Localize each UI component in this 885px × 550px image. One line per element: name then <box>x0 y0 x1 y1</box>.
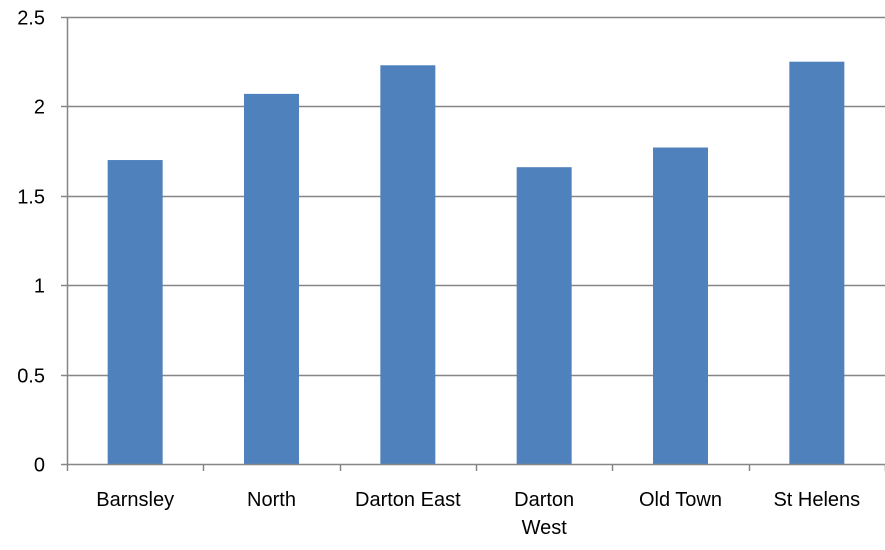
bar-barnsley <box>107 160 163 465</box>
y-tick-label: 2.5 <box>17 8 45 30</box>
y-tick-label: 1 <box>34 276 45 298</box>
bar-old-town <box>653 147 708 465</box>
x-tick-labels: Barnsley North Darton East Darton West Old To… <box>96 489 860 539</box>
y-tick-labels: 0 0.5 1 1.5 2 2.5 <box>17 8 45 477</box>
x-tick-label: Darton East <box>355 489 461 511</box>
x-tick-label: Old Town <box>639 489 722 511</box>
y-tick-label: 0.5 <box>17 366 45 388</box>
bar-st-helens <box>789 61 845 464</box>
x-tick-label: Barnsley <box>96 489 174 511</box>
gridlines <box>67 16 885 377</box>
x-tick-label: North <box>247 489 296 511</box>
y-tick-label: 1.5 <box>17 187 45 209</box>
y-tick-label: 2 <box>34 97 45 119</box>
bar-darton-west <box>516 167 572 464</box>
bar-north <box>244 93 299 464</box>
y-tick-label: 0 <box>34 455 45 477</box>
bars <box>107 61 845 465</box>
bar-darton-east <box>380 65 436 464</box>
axes <box>61 16 885 471</box>
x-tick-label: Darton West <box>514 489 574 539</box>
x-tick-label: St Helens <box>773 489 860 511</box>
